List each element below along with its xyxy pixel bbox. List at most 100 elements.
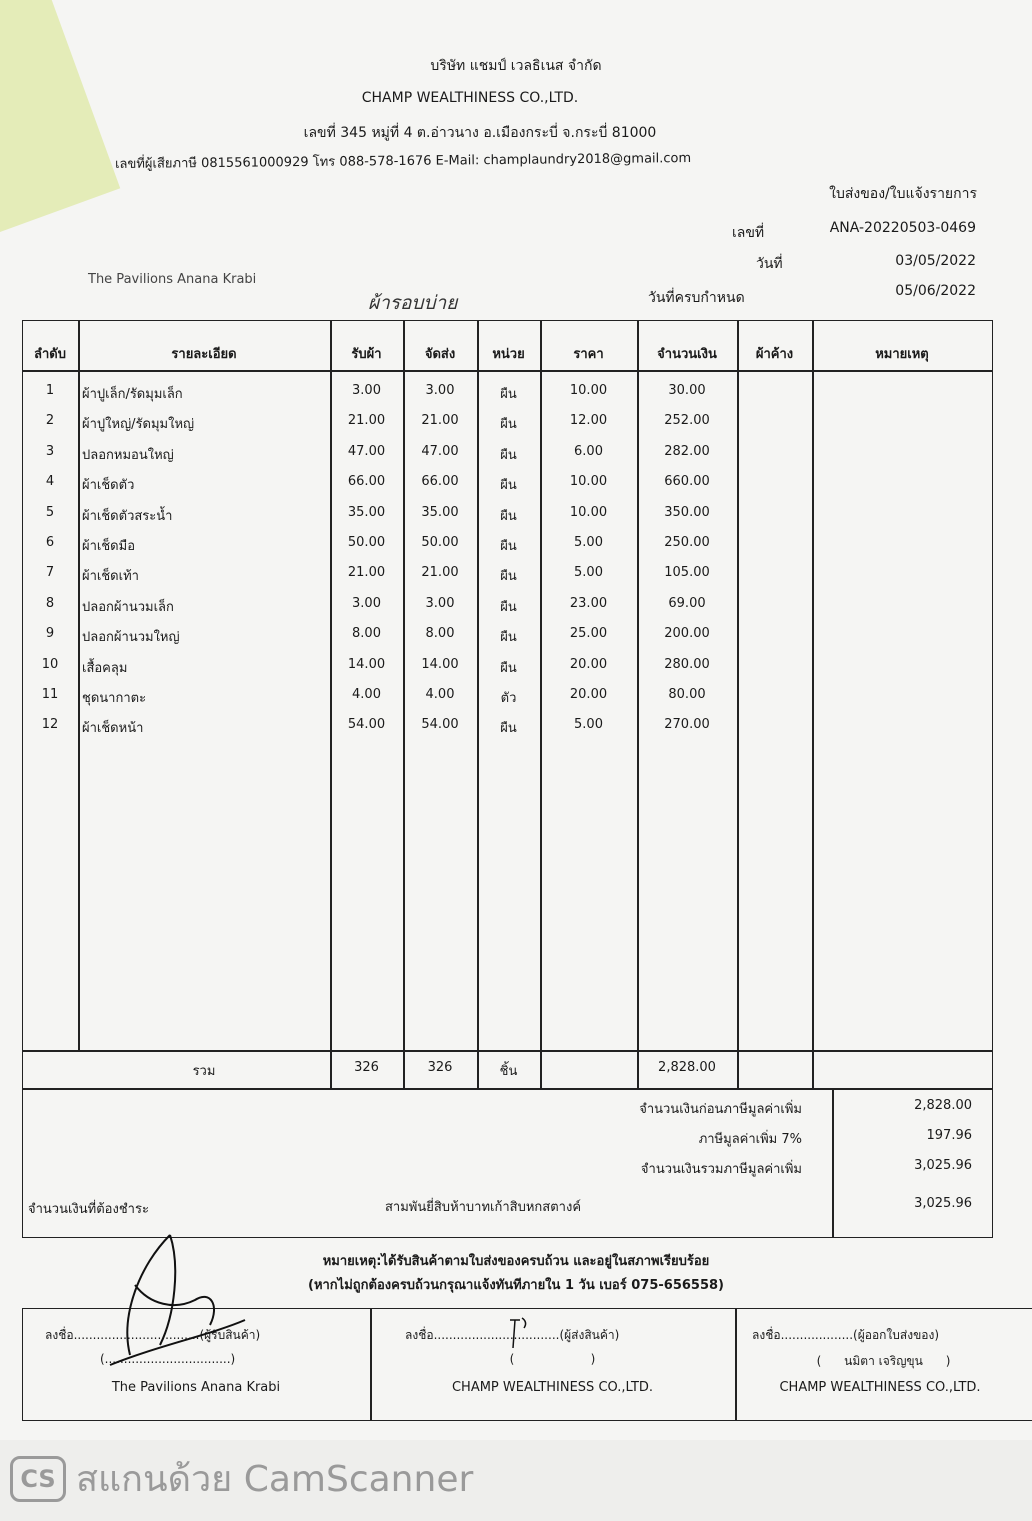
header-remarks: หมายเหตุ (875, 347, 929, 362)
item-received: 4.00 (352, 687, 381, 702)
company-name-th: บริษัท แชมป์ เวลธิเนส จำกัด (430, 58, 602, 74)
issuer-sign-line: ลงชื่อ...................(ผู้ออกใบส่งของ… (752, 1328, 940, 1342)
header-delivered: จัดส่ง (424, 347, 456, 362)
document-type: ใบส่งของ/ใบแจ้งรายการ (829, 186, 977, 202)
item-amount: 69.00 (668, 595, 706, 611)
item-price: 10.00 (569, 383, 608, 398)
item-unit: ผืน (500, 508, 517, 524)
company-name-en: CHAMP WEALTHINESS CO.,LTD. (361, 90, 579, 106)
table-row: 3 ปลอกหมอนใหญ่ 47.00 47.00 ผืน 6.00 282.00 (22, 444, 992, 474)
receiver-org: The Pavilions Anana Krabi (111, 1380, 281, 1395)
item-amount: 105.00 (664, 565, 710, 581)
item-price: 20.00 (569, 687, 608, 702)
item-received: 54.00 (347, 717, 386, 733)
item-amount: 30.00 (668, 383, 706, 398)
item-price: 10.00 (569, 474, 608, 490)
item-description: เสื้อคลุม (82, 660, 128, 676)
item-unit: ผืน (500, 599, 517, 615)
note-line-1: หมายเหตุ:ได้รับสินค้าตามใบส่งของครบถ้วน … (322, 1254, 710, 1269)
item-unit: ผืน (500, 539, 517, 554)
item-no: 11 (41, 687, 59, 702)
handwritten-note: ผ้ารอบบ่าย (368, 292, 458, 314)
table-row: 2 ผ้าปูใหญ่/รัดมุมใหญ่ 21.00 21.00 ผืน 12.00 2… (22, 413, 992, 443)
table-row: 12 ผ้าเช็ดหน้า 54.00 54.00 ผืน 5.00 270.00 (22, 717, 992, 747)
total-row: รวม 326 326 ชิ้น 2,828.00 (22, 1060, 992, 1090)
item-price: 10.00 (569, 504, 608, 520)
item-no: 8 (45, 595, 55, 611)
item-no: 5 (45, 504, 55, 520)
item-price: 5.00 (574, 565, 603, 581)
col-line (540, 320, 542, 1090)
header-outstanding: ผ้าค้าง (755, 347, 794, 362)
item-no: 3 (45, 443, 55, 459)
header-divider (22, 370, 993, 372)
item-delivered: 21.00 (421, 565, 459, 581)
item-price: 20.00 (569, 656, 608, 672)
header-amount: จำนวนเงิน (657, 347, 717, 362)
item-no: 1 (45, 383, 55, 398)
item-unit: ผืน (500, 478, 517, 494)
col-line (330, 320, 332, 1090)
pre-vat-amount: 2,828.00 (914, 1098, 972, 1113)
summary-divider (832, 1088, 834, 1238)
item-no: 10 (41, 656, 59, 672)
col-line (637, 320, 639, 1090)
receiver-signature (109, 1234, 246, 1366)
item-description: ปลอกผ้านวมใหญ่ (82, 630, 180, 646)
summary-box (22, 1088, 993, 1238)
table-row: 5 ผ้าเช็ดตัวสระน้ำ 35.00 35.00 ผืน 10.00 350.0… (22, 505, 992, 535)
col-line (403, 320, 405, 1090)
item-unit: ผืน (500, 387, 517, 402)
item-delivered: 4.00 (425, 687, 455, 702)
vat-label: ภาษีมูลค่าเพิ่ม 7% (698, 1132, 802, 1147)
item-no: 6 (45, 535, 55, 550)
item-amount: 660.00 (664, 474, 710, 490)
item-unit: ตัว (500, 691, 517, 706)
document-page (0, 0, 1032, 1440)
item-unit: ผืน (500, 447, 517, 463)
issuer-name: ( นมิตา เจริญขุน ) (816, 1354, 951, 1368)
item-description: ผ้าเช็ดตัวสระน้ำ (82, 508, 173, 524)
table-row: 11 ชุดนากาตะ 4.00 4.00 ตัว 20.00 80.00 (22, 687, 992, 717)
item-delivered: 14.00 (421, 656, 459, 672)
total-delivered: 326 (427, 1060, 453, 1075)
amount-due-label: จำนวนเงินที่ต้องชำระ (28, 1202, 149, 1217)
item-received: 66.00 (347, 474, 386, 490)
item-received: 8.00 (352, 626, 381, 642)
total-with-vat: 3,025.96 (914, 1158, 972, 1173)
item-no: 9 (45, 626, 55, 642)
header-unit: หน่วย (492, 347, 525, 362)
item-received: 14.00 (347, 656, 386, 672)
item-no: 7 (45, 565, 55, 581)
camscanner-logo: CS (10, 1455, 66, 1502)
receiver-sign-line: ลงชื่อ.................................(… (45, 1328, 261, 1342)
item-description: ผ้าเช็ดเท้า (82, 569, 139, 585)
item-delivered: 3.00 (425, 383, 455, 398)
customer-name: The Pavilions Anana Krabi (88, 272, 257, 287)
item-amount: 80.00 (668, 687, 706, 702)
header-description: รายละเอียด (171, 347, 237, 362)
item-amount: 282.00 (664, 443, 710, 459)
item-amount: 250.00 (664, 535, 710, 550)
header-no: ลำดับ (34, 347, 66, 362)
total-divider (22, 1050, 993, 1052)
total-received: 326 (354, 1060, 379, 1075)
item-price: 23.00 (569, 595, 608, 611)
due-date: 05/06/2022 (895, 283, 976, 299)
item-received: 47.00 (347, 443, 386, 459)
sender-sign-line: ลงชื่อ.................................(… (405, 1328, 620, 1342)
table-row: 9 ปลอกผ้านวมใหญ่ 8.00 8.00 ผืน 25.00 200.00 (22, 626, 992, 656)
item-amount: 280.00 (664, 656, 710, 672)
item-no: 12 (41, 717, 59, 733)
amount-due-words: สามพันยี่สิบห้าบาทเก้าสิบหกสตางค์ (385, 1200, 582, 1215)
sender-org: CHAMP WEALTHINESS CO.,LTD. (451, 1380, 654, 1395)
item-unit: ผืน (500, 721, 517, 737)
item-price: 6.00 (574, 443, 603, 459)
item-delivered: 66.00 (421, 474, 459, 490)
item-unit: ผืน (500, 417, 517, 433)
item-received: 21.00 (347, 565, 386, 581)
sender-signature (510, 1317, 527, 1349)
date: 03/05/2022 (895, 253, 976, 269)
total-amount: 2,828.00 (658, 1060, 716, 1075)
table-row: 10 เสื้อคลุม 14.00 14.00 ผืน 20.00 280.00 (22, 657, 992, 687)
